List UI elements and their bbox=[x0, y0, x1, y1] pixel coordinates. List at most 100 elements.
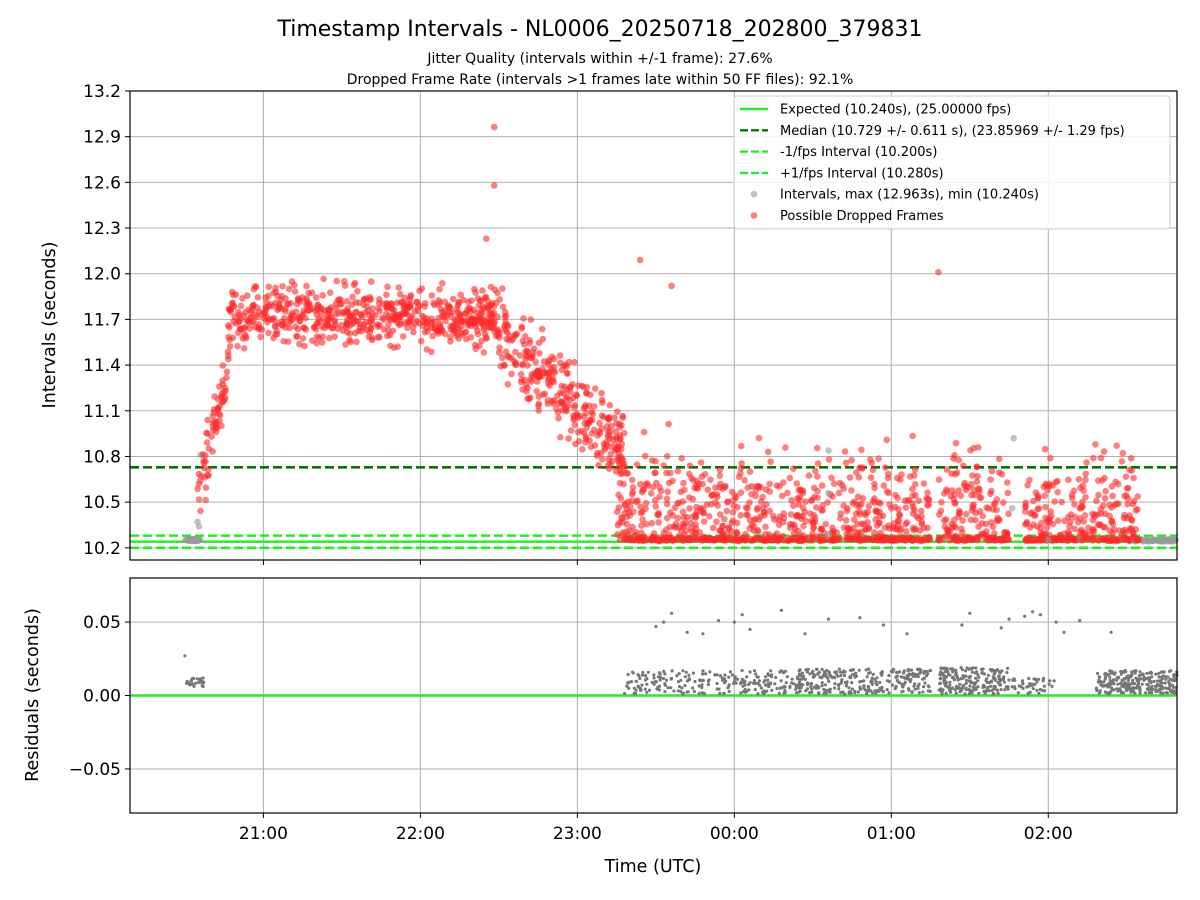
residual-point bbox=[1125, 674, 1129, 678]
dropped-frame-point bbox=[527, 376, 534, 383]
dropped-frame-point bbox=[535, 339, 543, 347]
residual-point bbox=[912, 684, 916, 688]
dropped-frame-point bbox=[841, 448, 849, 455]
dropped-frame-point bbox=[431, 324, 438, 332]
dropped-frame-point bbox=[737, 464, 745, 472]
residual-point bbox=[1003, 688, 1007, 692]
dropped-frame-point bbox=[248, 313, 255, 321]
residual-high-point bbox=[732, 620, 736, 624]
residual-point bbox=[740, 668, 744, 673]
residual-point bbox=[634, 679, 639, 684]
residual-point bbox=[1052, 679, 1056, 683]
dropped-frame-point bbox=[258, 326, 266, 333]
dropped-frame-point bbox=[968, 536, 976, 544]
dropped-frame-point bbox=[916, 527, 924, 534]
dropped-frame-point bbox=[565, 435, 572, 442]
residual-point bbox=[887, 680, 892, 684]
dropped-frame-point bbox=[343, 320, 351, 327]
dropped-frame-point bbox=[649, 483, 657, 491]
dropped-frame-point bbox=[580, 383, 587, 391]
residual-point bbox=[986, 673, 991, 678]
dropped-frame-point bbox=[613, 445, 621, 453]
residual-point bbox=[1095, 671, 1100, 676]
dropped-frame-point bbox=[319, 292, 327, 299]
residual-point bbox=[943, 666, 947, 671]
dropped-frame-point bbox=[277, 296, 285, 304]
residual-point bbox=[970, 670, 974, 674]
residual-point bbox=[679, 690, 683, 694]
dropped-frame-point bbox=[681, 486, 688, 494]
residual-point bbox=[1098, 689, 1102, 693]
dropped-frame-point bbox=[813, 504, 820, 511]
residual-point bbox=[1030, 684, 1034, 688]
residual-point bbox=[1028, 690, 1032, 695]
dropped-frame-point bbox=[1038, 519, 1045, 527]
residual-point bbox=[892, 667, 896, 672]
dropped-frame-point bbox=[576, 412, 584, 420]
residual-point bbox=[727, 675, 731, 679]
dropped-frame-point bbox=[478, 337, 485, 345]
dropped-frame-point bbox=[320, 275, 327, 283]
dropped-frame-point bbox=[344, 328, 351, 336]
residual-point bbox=[794, 687, 798, 691]
residual-point bbox=[795, 691, 799, 695]
dropped-frame-point bbox=[770, 512, 777, 520]
residual-point bbox=[632, 686, 637, 690]
dropped-frame-point bbox=[909, 524, 917, 532]
dropped-frame-point bbox=[921, 535, 929, 542]
residual-point bbox=[701, 678, 705, 683]
residual-point bbox=[847, 691, 851, 696]
residual-point bbox=[963, 692, 967, 696]
residual-point bbox=[1130, 673, 1134, 677]
dropped-frame-point bbox=[989, 523, 997, 531]
dropped-frame-point bbox=[243, 292, 251, 300]
residual-point bbox=[704, 672, 708, 676]
dropped-frame-point bbox=[1090, 454, 1097, 462]
dropped-frame-point bbox=[439, 280, 446, 287]
dropped-frame-point bbox=[211, 393, 218, 400]
residual-point bbox=[968, 691, 972, 695]
residual-point bbox=[875, 683, 879, 687]
dropped-frame-point bbox=[633, 461, 641, 468]
dropped-frame-point bbox=[741, 477, 748, 484]
residual-point bbox=[922, 671, 926, 675]
residual-point bbox=[976, 685, 980, 689]
dropped-frame-point bbox=[648, 537, 655, 544]
dropped-frame-point bbox=[342, 341, 349, 348]
dropped-frame-point bbox=[350, 318, 358, 326]
intervals-y-tick-label: 12.6 bbox=[83, 173, 121, 193]
dropped-frame-point bbox=[279, 283, 286, 290]
interval-point bbox=[1156, 537, 1163, 544]
dropped-frame-point bbox=[988, 487, 995, 495]
dropped-frame-point bbox=[691, 484, 698, 492]
dropped-frame-point bbox=[706, 536, 713, 543]
dropped-frame-point bbox=[853, 535, 860, 543]
dropped-frame-point bbox=[524, 348, 532, 356]
dropped-frame-point bbox=[563, 395, 570, 402]
residual-point bbox=[801, 674, 806, 679]
intervals-y-tick-label: 12.9 bbox=[83, 128, 121, 148]
dropped-frame-point bbox=[441, 330, 449, 338]
dropped-frame-point bbox=[385, 321, 392, 328]
residual-point bbox=[937, 688, 941, 692]
dropped-frame-point bbox=[457, 291, 465, 299]
residual-point bbox=[976, 679, 980, 683]
residual-point bbox=[1131, 678, 1135, 682]
dropped-frame-point bbox=[217, 411, 224, 419]
residual-point bbox=[902, 675, 906, 680]
dropped-frame-point bbox=[858, 536, 866, 544]
chart-title: Timestamp Intervals - NL0006_20250718_20… bbox=[276, 17, 922, 42]
dropped-frame-point bbox=[729, 509, 737, 516]
residual-point bbox=[1108, 669, 1112, 673]
dropped-frame-point bbox=[663, 514, 671, 522]
dropped-frame-point bbox=[1121, 492, 1128, 500]
residual-point bbox=[1017, 684, 1021, 688]
dropped-frame-point bbox=[886, 536, 894, 544]
residual-point bbox=[1157, 675, 1161, 679]
residual-point bbox=[1129, 690, 1133, 695]
dropped-frame-point bbox=[616, 432, 624, 439]
dropped-frame-point bbox=[394, 343, 402, 351]
outlier-point bbox=[490, 123, 498, 131]
dropped-frame-point bbox=[924, 502, 931, 509]
residual-point bbox=[1147, 676, 1151, 681]
